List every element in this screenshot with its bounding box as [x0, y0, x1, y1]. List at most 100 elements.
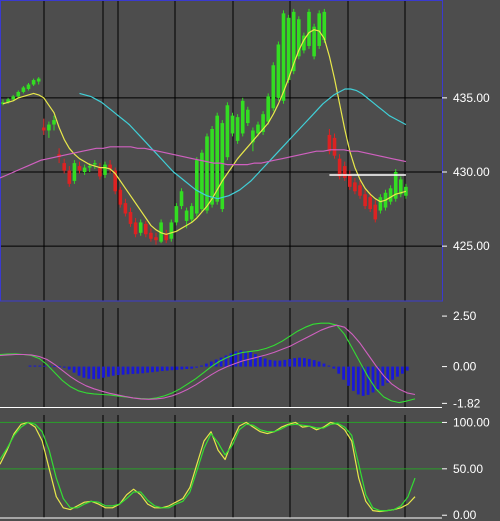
- ma-mid-line: [79, 88, 407, 200]
- candle-up: [36, 78, 41, 82]
- macd-histogram-bar: [278, 360, 282, 367]
- candle-down: [67, 170, 72, 184]
- macd-histogram-bar: [62, 366, 66, 368]
- candle-up: [184, 210, 189, 221]
- macd-histogram-bar: [97, 366, 100, 379]
- candle-down: [358, 185, 362, 196]
- candle-up: [302, 35, 306, 51]
- candle-down: [113, 170, 117, 192]
- macd-histogram-bar: [136, 366, 140, 374]
- candle-up: [174, 206, 179, 223]
- macd-histogram-bar: [195, 366, 198, 368]
- macd-histogram-bar: [224, 355, 228, 367]
- candle-up: [271, 65, 276, 109]
- macd-histogram-bar: [107, 366, 110, 377]
- macd-histogram-bar: [298, 357, 301, 367]
- macd-histogram-bar: [229, 353, 233, 367]
- macd-histogram-bar: [126, 366, 130, 375]
- candle-down: [348, 174, 352, 187]
- stochastic-tick-label: 100.00: [453, 415, 490, 429]
- macd-histogram-bar: [77, 366, 81, 376]
- candle-up: [82, 167, 87, 172]
- macd-histogram-bar: [263, 358, 267, 367]
- candle-down: [77, 166, 82, 171]
- ma-slow-line: [0, 146, 407, 179]
- candle-down: [363, 194, 367, 207]
- candle-up: [31, 80, 36, 85]
- candle-up: [205, 136, 209, 211]
- candle-up: [291, 11, 296, 72]
- macd-histogram-bar: [401, 366, 404, 374]
- macd-histogram-bar: [146, 366, 149, 373]
- macd-histogram-bar: [209, 361, 213, 367]
- stoch-d-line: [0, 421, 416, 512]
- macd-histogram-bar: [53, 365, 56, 367]
- candle-up: [225, 105, 230, 158]
- candle-up: [21, 87, 26, 92]
- macd-histogram-bar: [239, 350, 243, 367]
- macd-histogram-bar: [190, 366, 194, 369]
- candle-down: [154, 237, 158, 241]
- candle-up: [393, 172, 398, 199]
- macd-histogram-bar: [381, 366, 385, 386]
- macd-histogram-bar: [317, 361, 321, 367]
- candle-up: [297, 19, 301, 57]
- stoch-k-line: [0, 421, 416, 513]
- macd-histogram-bar: [288, 358, 292, 367]
- macd-histogram-bar: [366, 366, 370, 395]
- macd-histogram-bar: [48, 365, 51, 367]
- candle-down: [42, 127, 46, 131]
- candle-up: [261, 114, 265, 132]
- candle-up: [47, 124, 51, 131]
- candle-up: [286, 17, 291, 81]
- macd-histogram-bar: [121, 366, 125, 375]
- candle-up: [404, 186, 408, 196]
- macd-histogram-bar: [72, 366, 76, 373]
- candle-up: [266, 96, 270, 122]
- macd-histogram-bar: [43, 365, 47, 367]
- candle-down: [368, 197, 372, 210]
- candle-down: [57, 154, 61, 158]
- candle-up: [210, 129, 214, 205]
- candle-up: [220, 123, 225, 210]
- macd-histogram-bar: [347, 366, 350, 386]
- candle-up: [307, 11, 311, 46]
- candle-up: [256, 124, 260, 134]
- price-panel-frame: [0, 0, 443, 302]
- macd-histogram-bar: [327, 365, 331, 367]
- candle-up: [246, 109, 250, 124]
- stochastic-tick-label: 50.00: [453, 462, 483, 476]
- macd-signal-line: [0, 322, 416, 404]
- macd-histogram-bar: [87, 366, 91, 379]
- candle-up: [16, 91, 21, 97]
- macd-histogram-bar: [58, 366, 61, 367]
- macd-tick-label: -1.82: [453, 396, 481, 410]
- stochastic-tick-label: 0.00: [453, 508, 477, 521]
- candle-up: [235, 117, 240, 141]
- macd-histogram-bar: [361, 366, 365, 396]
- candle-up: [6, 99, 10, 103]
- macd-histogram-bar: [28, 365, 32, 367]
- candle-up: [195, 160, 199, 214]
- macd-histogram-bar: [391, 366, 394, 380]
- macd-histogram-bar: [102, 366, 105, 378]
- candle-up: [312, 26, 316, 57]
- macd-histogram-bar: [205, 363, 208, 367]
- macd-histogram-bar: [160, 366, 164, 372]
- candle-up: [240, 100, 245, 134]
- candle-up: [138, 222, 143, 233]
- macd-histogram-bar: [151, 366, 154, 373]
- candle-down: [108, 164, 112, 170]
- macd-histogram-bar: [244, 350, 247, 367]
- macd-histogram-bar: [293, 358, 296, 367]
- candle-down: [62, 163, 66, 171]
- macd-histogram-bar: [82, 366, 86, 378]
- candle-up: [72, 163, 77, 181]
- macd-histogram-bar: [273, 360, 277, 367]
- candle-up: [399, 179, 403, 195]
- price-panel: 425.00 430.00 435.00: [0, 0, 490, 302]
- candle-down: [149, 232, 153, 239]
- macd-histogram-bar: [307, 358, 311, 367]
